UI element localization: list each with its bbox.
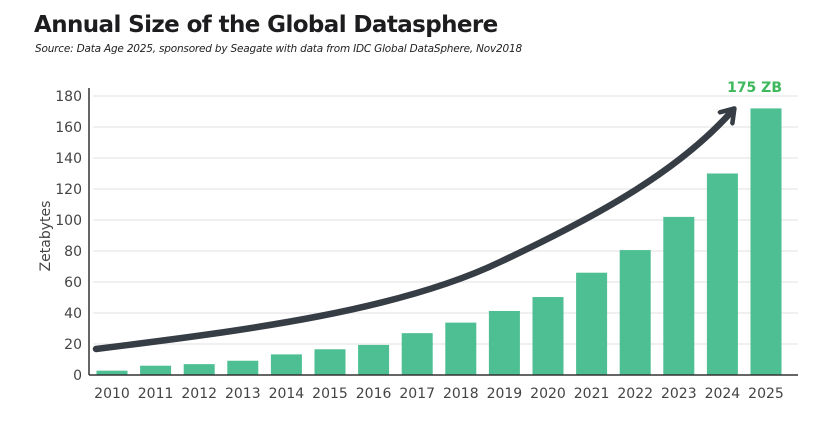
x-tick-label: 2010 xyxy=(94,386,130,402)
annotation-label: 175 ZB xyxy=(727,80,782,96)
y-tick-label: 120 xyxy=(55,182,82,198)
x-tick-label: 2011 xyxy=(138,386,174,402)
x-tick-label: 2018 xyxy=(443,386,479,402)
x-tick-label: 2019 xyxy=(487,386,523,402)
bar-2018 xyxy=(445,322,477,375)
bar-2016 xyxy=(358,344,390,375)
bar-2024 xyxy=(706,173,738,375)
y-tick-label: 60 xyxy=(64,275,82,291)
bar-2022 xyxy=(619,250,651,375)
x-tick-label: 2022 xyxy=(617,386,653,402)
y-tick-label: 0 xyxy=(73,368,82,384)
chart-title: Annual Size of the Global Datasphere xyxy=(34,12,498,38)
bar-2020 xyxy=(532,297,564,375)
x-tick-label: 2017 xyxy=(399,386,435,402)
x-tick-label: 2023 xyxy=(661,386,697,402)
trend-arrow xyxy=(92,110,733,353)
chart-subtitle: Source: Data Age 2025, sponsored by Seag… xyxy=(35,43,522,55)
x-tick-label: 2024 xyxy=(705,386,741,402)
x-tick-label: 2025 xyxy=(748,386,784,402)
bar-2011 xyxy=(140,365,172,375)
bar-2013 xyxy=(227,360,259,375)
x-tick-label: 2015 xyxy=(312,386,348,402)
bar-2019 xyxy=(488,310,520,375)
bar-2010 xyxy=(96,370,128,375)
x-tick-label: 2021 xyxy=(574,386,610,402)
x-tick-label: 2012 xyxy=(181,386,217,402)
x-tick-label: 2014 xyxy=(269,386,305,402)
y-tick-label: 40 xyxy=(64,306,82,322)
bar-2023 xyxy=(663,216,695,375)
bar-2012 xyxy=(183,364,215,375)
y-tick-label: 100 xyxy=(55,213,82,229)
bar-2017 xyxy=(401,333,433,375)
y-tick-label: 80 xyxy=(64,244,82,260)
x-tick-label: 2020 xyxy=(530,386,566,402)
y-tick-label: 180 xyxy=(55,89,82,105)
y-tick-label: 20 xyxy=(64,337,82,353)
y-tick-label: 160 xyxy=(55,120,82,136)
bar-2014 xyxy=(270,354,302,375)
bar-2021 xyxy=(576,272,608,375)
y-axis-label: Zetabytes xyxy=(38,201,54,272)
bar-2025 xyxy=(750,108,782,376)
bar-2015 xyxy=(314,349,346,375)
x-tick-label: 2016 xyxy=(356,386,392,402)
y-tick-label: 140 xyxy=(55,151,82,167)
x-tick-label: 2013 xyxy=(225,386,261,402)
